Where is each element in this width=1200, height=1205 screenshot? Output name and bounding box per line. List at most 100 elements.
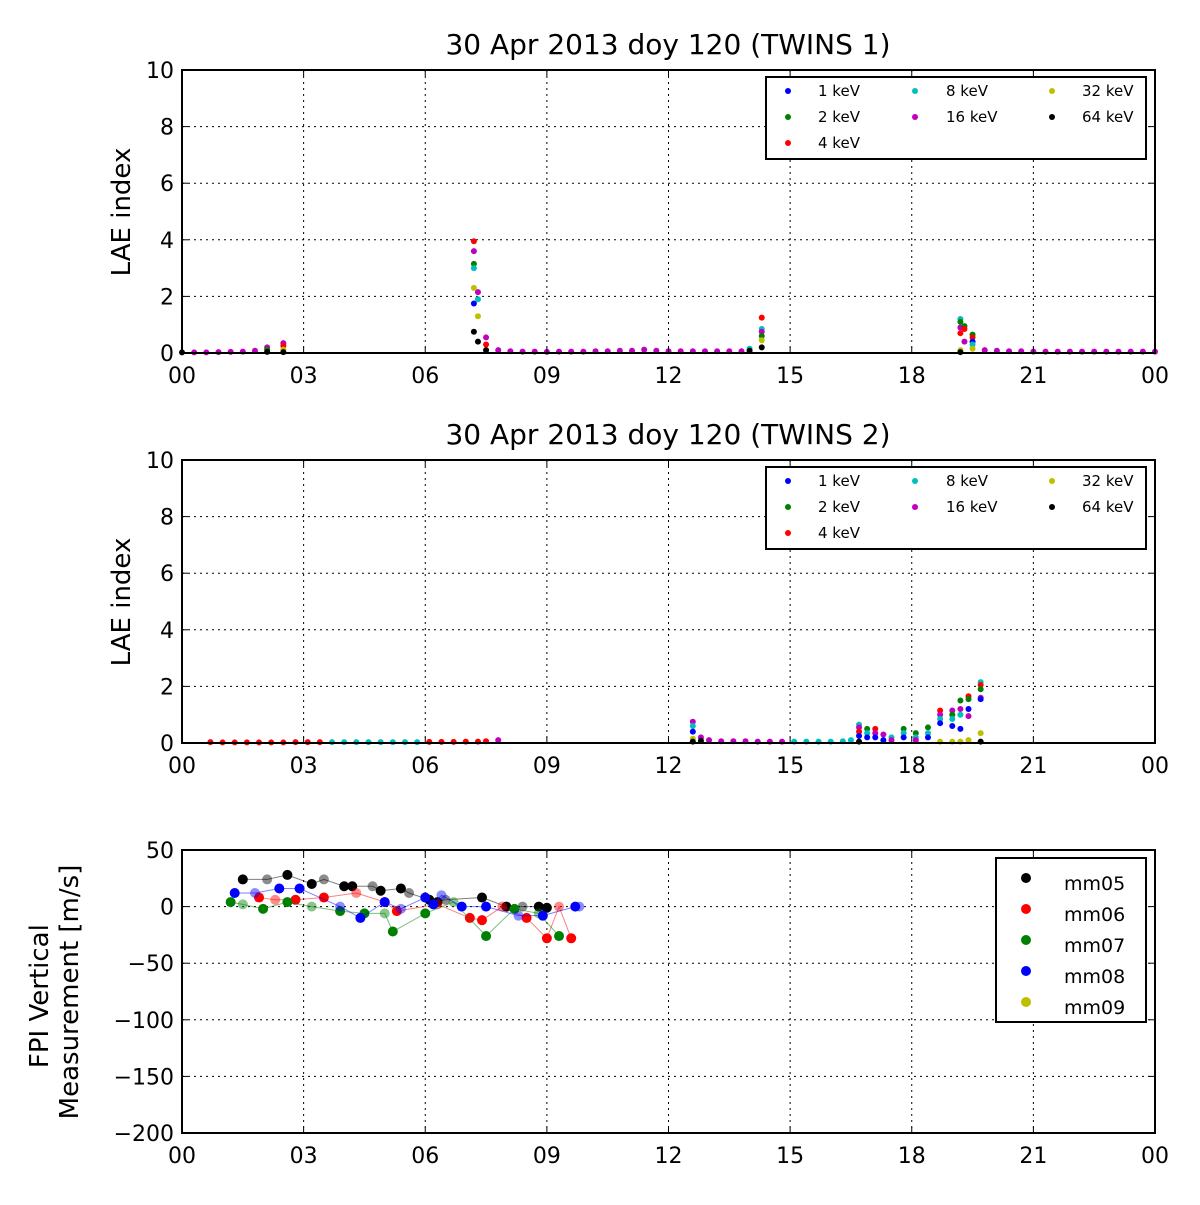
y-tick-label: 2: [160, 285, 174, 310]
x-tick-label: 00: [1141, 754, 1169, 779]
legend-marker: [785, 478, 791, 484]
data-point: [294, 883, 305, 894]
y-tick-label: 10: [146, 449, 174, 474]
x-tick-label: 06: [411, 364, 439, 389]
data-point: [957, 711, 964, 718]
panel-fpi: FPI Vertical Measurement [m/s] 00 03 06 09 1…: [25, 839, 1169, 1169]
legend-marker: [1021, 935, 1031, 945]
legend-marker: [912, 504, 918, 510]
data-point: [367, 881, 378, 892]
data-point: [355, 912, 366, 923]
data-point: [554, 901, 565, 912]
data-point: [977, 730, 984, 737]
legend-marker: [785, 504, 791, 510]
data-point: [470, 238, 477, 245]
legend-label: mm09: [1064, 997, 1125, 1019]
data-point: [509, 903, 520, 914]
data-point: [864, 730, 871, 737]
x-tick-label: 12: [655, 754, 683, 779]
data-point: [335, 906, 346, 917]
data-point: [864, 734, 871, 741]
legend-twins2: 1 keV 2 keV 4 keV 8 keV 16 keV 32 keV 64 keV: [765, 466, 1147, 550]
y-tick-label: 0: [160, 896, 174, 921]
data-point: [969, 334, 976, 341]
legend-label: 64 keV: [1082, 498, 1134, 516]
legend-marker: [1021, 904, 1031, 914]
legend-label: 16 keV: [946, 498, 998, 516]
data-point: [912, 730, 919, 737]
data-point: [470, 260, 477, 267]
data-point: [495, 737, 502, 744]
data-point: [481, 931, 492, 942]
data-point: [554, 931, 565, 942]
series-line: [230, 901, 560, 937]
data-point: [351, 888, 362, 899]
ylabel-fpi: FPI Vertical Measurement [m/s]: [25, 865, 85, 1120]
data-point: [541, 933, 552, 944]
data-point: [229, 888, 240, 899]
data-point: [965, 706, 972, 713]
ylabel-twins1: LAE index: [107, 148, 137, 277]
x-tick-label: 12: [655, 364, 683, 389]
data-point: [249, 888, 260, 899]
data-point: [395, 883, 406, 894]
data-point: [641, 346, 648, 353]
data-point: [477, 892, 488, 903]
legend-marker: [1049, 88, 1055, 94]
legend-label: 32 keV: [1082, 472, 1134, 490]
x-tick-label: 00: [168, 1144, 196, 1169]
legend-marker: [785, 530, 791, 536]
data-point: [474, 289, 481, 296]
legend-marker: [785, 88, 791, 94]
data-point: [335, 901, 346, 912]
y-tick-label: 50: [146, 839, 174, 864]
data-point: [375, 885, 386, 896]
panel-twins2: 30 Apr 2013 doy 120 (TWINS 2) LAE index …: [107, 418, 1169, 779]
data-point: [977, 696, 984, 703]
x-tick-label: 06: [411, 1144, 439, 1169]
data-point: [957, 318, 964, 325]
data-point: [387, 926, 398, 937]
data-point: [270, 894, 281, 905]
data-point: [965, 737, 972, 744]
data-point: [306, 878, 317, 889]
y-tick-label: 6: [160, 562, 174, 587]
data-point: [969, 345, 976, 352]
x-tick-label: 21: [1019, 364, 1047, 389]
x-tick-label: 18: [898, 364, 926, 389]
data-point: [474, 296, 481, 303]
data-point: [497, 901, 508, 912]
data-point: [477, 915, 488, 926]
data-point: [937, 715, 944, 722]
legend-label: 16 keV: [946, 108, 998, 126]
legend-marker: [912, 88, 918, 94]
x-tick-label: 06: [411, 754, 439, 779]
ylabel-twins2: LAE index: [107, 538, 137, 667]
data-point: [957, 697, 964, 704]
y-tick-label: 6: [160, 172, 174, 197]
data-point: [924, 730, 931, 737]
x-tick-label: 21: [1019, 754, 1047, 779]
data-point: [483, 341, 490, 348]
legend-marker: [912, 478, 918, 484]
data-point: [900, 730, 907, 737]
y-tick-label: 8: [160, 116, 174, 141]
legend-label: mm08: [1064, 966, 1125, 988]
data-point: [981, 347, 988, 354]
legend-label: 32 keV: [1082, 82, 1134, 100]
legend-label: 1 keV: [818, 82, 861, 100]
data-point: [566, 933, 577, 944]
data-point: [957, 706, 964, 713]
data-point: [513, 910, 524, 921]
title-twins2: 30 Apr 2013 doy 120 (TWINS 2): [445, 418, 890, 451]
data-point: [758, 328, 765, 335]
data-point: [912, 737, 919, 744]
data-point: [949, 707, 956, 714]
data-point: [758, 337, 765, 344]
data-point: [758, 333, 765, 340]
legend-marker: [1049, 478, 1055, 484]
points-twins2: [207, 679, 984, 746]
data-point: [570, 901, 581, 912]
